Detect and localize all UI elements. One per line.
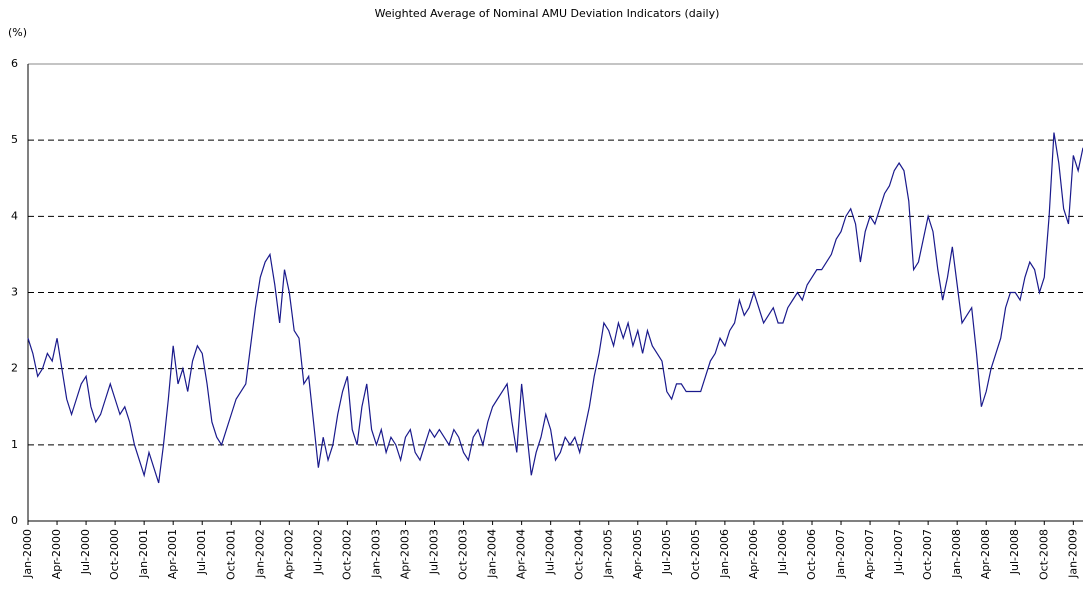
x-tick-label: Jan-2008 — [950, 529, 963, 579]
x-tick-label: Jan-2003 — [369, 529, 382, 579]
x-tick-label: Oct-2005 — [689, 529, 702, 580]
x-tick-label: Oct-2007 — [921, 529, 934, 580]
x-tick-label: Jul-2003 — [428, 529, 441, 575]
data-line — [27, 132, 1083, 484]
x-tick-label: Jul-2005 — [660, 529, 673, 575]
x-tick-label: Jul-2006 — [776, 529, 789, 575]
x-tick-label: Apr-2002 — [282, 529, 295, 579]
x-tick-label: Jan-2009 — [1066, 529, 1079, 579]
x-tick-label: Jul-2007 — [892, 529, 905, 575]
x-tick-label: Jul-2002 — [311, 529, 324, 575]
y-tick-label: 3 — [11, 286, 18, 299]
x-tick-label: Jan-2006 — [718, 529, 731, 579]
x-tick-label: Oct-2008 — [1037, 529, 1050, 580]
x-tick-label: Apr-2000 — [50, 529, 63, 579]
x-tick-label: Jul-2004 — [544, 529, 557, 575]
x-tick-label: Apr-2005 — [631, 529, 644, 579]
x-tick-label: Apr-2001 — [166, 529, 179, 579]
y-tick-label: 5 — [11, 133, 18, 146]
x-tick-label: Jul-2008 — [1008, 529, 1021, 575]
x-tick-label: Jul-2001 — [195, 529, 208, 575]
x-tick-label: Oct-2004 — [573, 529, 586, 580]
x-tick-label: Oct-2000 — [108, 529, 121, 580]
x-tick-label: Jul-2000 — [79, 529, 92, 575]
x-tick-label: Jan-2007 — [834, 529, 847, 579]
y-axis-label: (%) — [8, 26, 27, 39]
x-tick-label: Oct-2001 — [224, 529, 237, 580]
x-tick-label: Oct-2002 — [340, 529, 353, 580]
x-tick-label: Apr-2004 — [515, 529, 528, 579]
x-tick-label: Apr-2007 — [863, 529, 876, 579]
x-tick-label: Jan-2001 — [137, 529, 150, 579]
chart-title: Weighted Average of Nominal AMU Deviatio… — [375, 7, 720, 20]
x-tick-label: Apr-2006 — [747, 529, 760, 579]
x-tick-label: Apr-2008 — [979, 529, 992, 579]
y-tick-label: 0 — [11, 514, 18, 527]
x-tick-label: Jan-2005 — [602, 529, 615, 579]
x-tick-label: Oct-2003 — [457, 529, 470, 580]
y-tick-label: 6 — [11, 57, 18, 70]
y-tick-label: 4 — [11, 209, 18, 222]
x-tick-label: Apr-2003 — [398, 529, 411, 579]
x-tick-label: Jan-2002 — [253, 529, 266, 579]
x-tick-label: Oct-2006 — [805, 529, 818, 580]
x-tick-label: Jan-2004 — [486, 529, 499, 579]
x-tick-label: Jan-2000 — [21, 529, 34, 579]
y-tick-label: 1 — [11, 438, 18, 451]
y-tick-label: 2 — [11, 362, 18, 375]
